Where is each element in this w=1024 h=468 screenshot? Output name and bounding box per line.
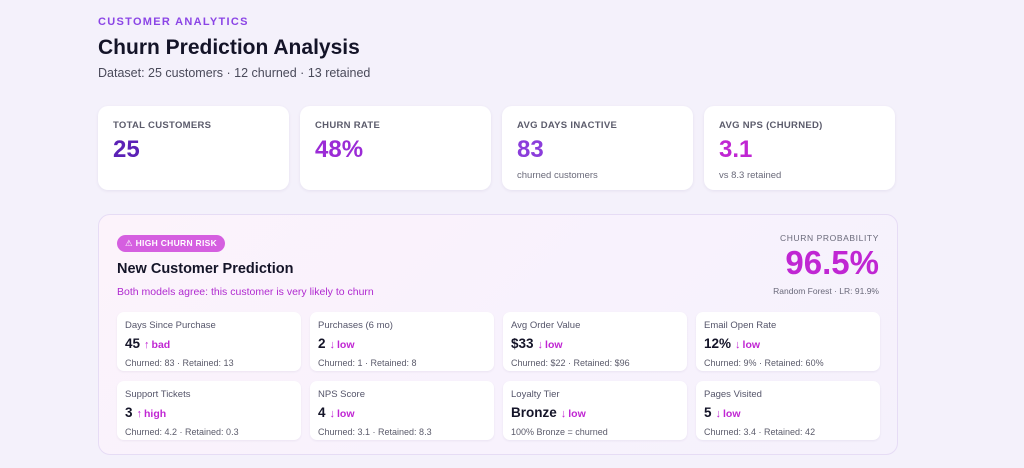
feature-direction: low: [337, 339, 355, 351]
arrow-up-icon: ↑: [144, 339, 150, 351]
feature-label: Pages Visited: [704, 389, 762, 400]
stat-card-churn-rate: CHURN RATE 48%: [300, 106, 491, 190]
arrow-down-icon: ↓: [560, 408, 567, 420]
feature-card-avg-order-value: Avg Order Value $33 ↓ low Churned: $22 · R…: [503, 312, 687, 371]
feature-card-pages-visited: Pages Visited 5 ↓ low Churned: 3.4 · Retai…: [696, 381, 880, 440]
stat-card-avg-days-inactive: AVG DAYS INACTIVE 83 churned customers: [502, 106, 693, 190]
feature-card-nps-score: NPS Score 4 ↓ low Churned: 3.1 · Retained:…: [310, 381, 494, 440]
warning-icon: ⚠: [125, 238, 133, 248]
feature-direction: low: [568, 408, 586, 420]
feature-value: 4: [318, 405, 326, 420]
risk-badge-label: HIGH CHURN RISK: [135, 238, 218, 248]
arrow-down-icon: ↓: [735, 339, 741, 351]
feature-card-email-open-rate: Email Open Rate 12% ↓ low Churned: 9% · Re…: [696, 312, 880, 371]
feature-comparison: Churned: 3.4 · Retained: 42: [704, 427, 816, 437]
feature-card-purchases: Purchases (6 mo) 2 ↓ low Churned: 1 · Reta…: [310, 312, 494, 371]
stat-label: AVG NPS (CHURNED): [719, 120, 823, 131]
stat-card-total-customers: TOTAL CUSTOMERS 25: [98, 106, 289, 190]
feature-direction: low: [545, 339, 563, 351]
feature-comparison: Churned: $22 · Retained: $96: [511, 358, 630, 368]
feature-value: 2: [318, 336, 326, 351]
arrow-down-icon: ↓: [329, 408, 336, 420]
feature-comparison: Churned: 83 · Retained: 13: [125, 358, 234, 368]
stat-value: 83: [517, 136, 544, 163]
feature-comparison: Churned: 3.1 · Retained: 8.3: [318, 427, 432, 437]
page-title: Churn Prediction Analysis: [98, 36, 360, 59]
feature-card-support-tickets: Support Tickets 3 ↑ high Churned: 4.2 · Re…: [117, 381, 301, 440]
feature-comparison: Churned: 9% · Retained: 60%: [704, 358, 824, 368]
section-eyebrow: CUSTOMER ANALYTICS: [98, 16, 249, 28]
feature-grid: Days Since Purchase 45 ↑ bad Churned: 83 ·…: [117, 312, 880, 440]
arrow-up-icon: ↑: [136, 408, 143, 420]
probability-value: 96.5%: [785, 244, 879, 281]
feature-direction: low: [723, 408, 741, 420]
feature-direction: bad: [151, 339, 171, 351]
feature-value: Bronze: [511, 405, 557, 420]
feature-comparison: Churned: 4.2 · Retained: 0.3: [125, 427, 239, 437]
probability-models: Random Forest · LR: 91.9%: [773, 286, 879, 296]
feature-direction: low: [742, 339, 761, 351]
prediction-panel: ⚠ HIGH CHURN RISK New Customer Predictio…: [98, 214, 898, 455]
stat-subtext: churned customers: [517, 170, 598, 181]
feature-value: $33: [511, 336, 534, 351]
prediction-subtitle: Both models agree: this customer is very…: [117, 286, 374, 298]
stat-subtext: vs 8.3 retained: [719, 170, 782, 181]
feature-value: 12%: [704, 336, 732, 351]
arrow-down-icon: ↓: [329, 339, 336, 351]
feature-label: Support Tickets: [125, 389, 191, 400]
prediction-title: New Customer Prediction: [117, 261, 294, 277]
churn-probability: CHURN PROBABILITY 96.5% Random Forest · …: [773, 233, 879, 296]
stat-label: TOTAL CUSTOMERS: [113, 120, 212, 131]
feature-label: NPS Score: [318, 389, 365, 400]
stat-label: AVG DAYS INACTIVE: [517, 120, 618, 131]
stat-value: 25: [113, 136, 140, 163]
feature-value: 45: [125, 336, 141, 351]
feature-direction: high: [144, 408, 167, 420]
feature-label: Days Since Purchase: [125, 320, 216, 331]
feature-comparison: 100% Bronze = churned: [511, 427, 608, 437]
dashboard: CUSTOMER ANALYTICS Churn Prediction Anal…: [98, 16, 898, 455]
dataset-summary: Dataset: 25 customers · 12 churned · 13 …: [98, 66, 371, 80]
stat-label: CHURN RATE: [315, 120, 381, 131]
arrow-down-icon: ↓: [715, 408, 722, 420]
feature-label: Loyalty Tier: [511, 389, 560, 400]
feature-value: 3: [125, 405, 133, 420]
stat-card-avg-nps-churned: AVG NPS (CHURNED) 3.1 vs 8.3 retained: [704, 106, 895, 190]
arrow-down-icon: ↓: [537, 339, 544, 351]
feature-comparison: Churned: 1 · Retained: 8: [318, 358, 417, 368]
risk-badge: ⚠ HIGH CHURN RISK: [117, 235, 226, 252]
feature-card-days-since-purchase: Days Since Purchase 45 ↑ bad Churned: 83 ·…: [117, 312, 301, 371]
stat-value: 48%: [315, 136, 364, 163]
stat-value: 3.1: [719, 136, 753, 163]
stats-row: TOTAL CUSTOMERS 25 CHURN RATE 48% AVG DA…: [98, 106, 898, 190]
feature-label: Purchases (6 mo): [318, 320, 393, 331]
feature-direction: low: [337, 408, 355, 420]
feature-card-loyalty-tier: Loyalty Tier Bronze ↓ low 100% Bronze = ch…: [503, 381, 687, 440]
feature-label: Avg Order Value: [511, 320, 581, 331]
probability-label: CHURN PROBABILITY: [780, 233, 879, 243]
feature-value: 5: [704, 405, 712, 420]
feature-label: Email Open Rate: [704, 320, 777, 331]
